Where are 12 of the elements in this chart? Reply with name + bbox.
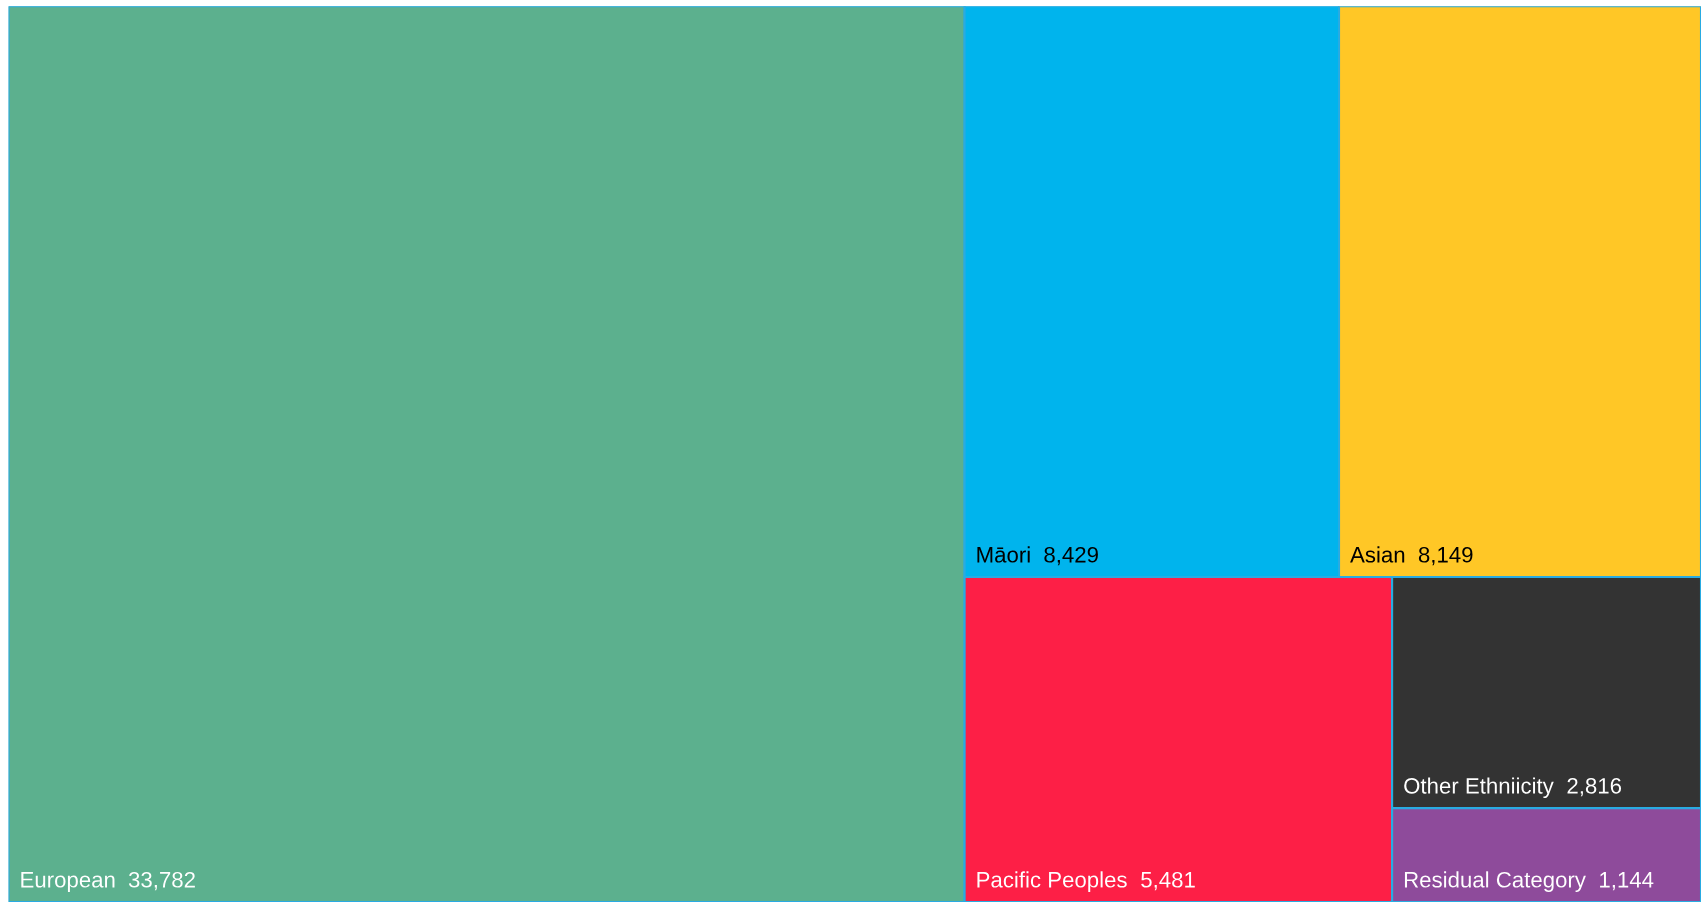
data-label: 2,816 [1567,777,1622,797]
category-label: Pacific Peoples [977,871,1127,892]
data-label: 5,481 [1141,871,1195,891]
data-label: 1,144 [1600,872,1654,891]
category-label: Other Ethniicity [1404,777,1554,799]
category-label: Asian [1350,546,1405,563]
category-label: Residual Category [1404,871,1586,892]
data-label: 33,782 [128,871,195,891]
data-label: 8,429 [1044,546,1098,566]
category-label: European [21,872,115,892]
category-label: Māori [977,546,1030,563]
data-label: 8,149 [1418,546,1473,566]
